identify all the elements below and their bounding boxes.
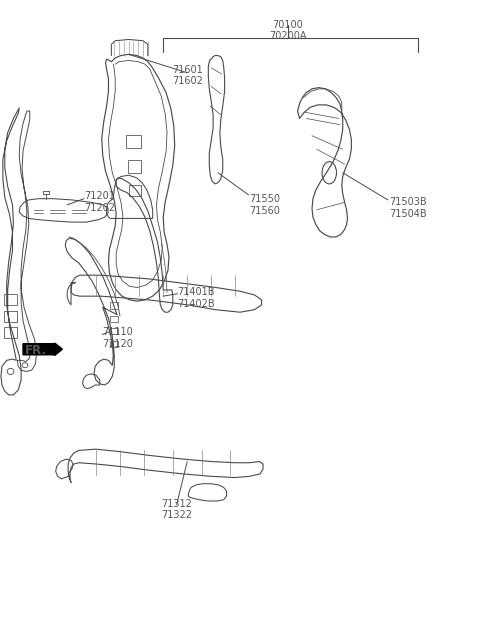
Text: 71312
71322: 71312 71322 xyxy=(161,499,192,520)
Text: 71110
71120: 71110 71120 xyxy=(102,327,133,349)
Text: 71201
71202: 71201 71202 xyxy=(84,191,115,213)
Text: FR.: FR. xyxy=(25,344,47,357)
Text: 70100
70200A: 70100 70200A xyxy=(269,20,307,41)
Text: 71401B
71402B: 71401B 71402B xyxy=(178,287,215,308)
Text: 71601
71602: 71601 71602 xyxy=(172,65,203,86)
Text: 71550
71560: 71550 71560 xyxy=(250,194,281,216)
FancyArrow shape xyxy=(23,343,62,355)
Text: 71503B
71504B: 71503B 71504B xyxy=(389,197,426,219)
